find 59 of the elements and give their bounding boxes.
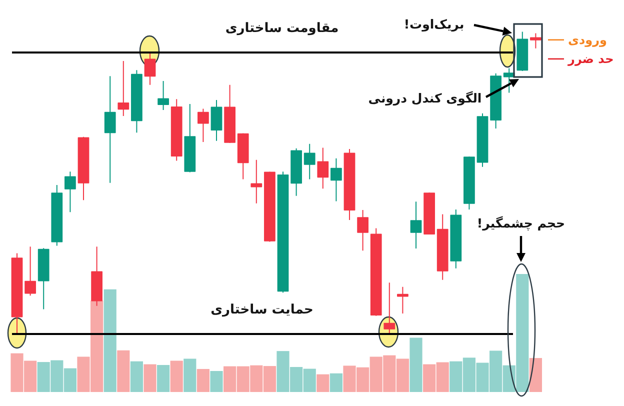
ref-line-label: حمایت ساختاری <box>210 302 314 318</box>
ref-line-label: حد ضرر <box>567 52 614 66</box>
candlestick <box>450 208 462 269</box>
ref-line-label: ورودی <box>568 32 607 47</box>
candlestick <box>370 228 382 316</box>
candlestick <box>503 68 515 94</box>
candlestick <box>184 103 196 173</box>
candlestick <box>410 201 422 249</box>
candlestick <box>397 286 408 314</box>
candlestick <box>436 214 448 280</box>
bar <box>330 373 342 392</box>
candlestick <box>516 31 528 72</box>
candlestick <box>144 51 156 86</box>
bar <box>196 368 210 392</box>
candlestick <box>357 210 368 252</box>
candlestick <box>78 136 90 201</box>
ref-line-label: مقاومت ساختاری <box>225 21 339 36</box>
candlestick <box>304 143 316 180</box>
candlestick <box>290 148 302 196</box>
annotation: الگوی کندل درونی <box>368 90 482 106</box>
candlestick <box>490 72 502 129</box>
candlestick <box>51 184 63 246</box>
text: بریک‌اوت! <box>404 16 464 32</box>
candlestick <box>158 80 169 110</box>
candlestick <box>118 60 130 117</box>
candlestick <box>424 192 435 236</box>
bar <box>170 360 183 392</box>
bar <box>184 358 196 392</box>
candlestick <box>384 282 396 334</box>
candlestick <box>530 32 542 49</box>
candlestick <box>11 252 23 334</box>
bar <box>130 361 143 392</box>
candlestick <box>170 98 182 162</box>
candlestick <box>104 76 116 184</box>
bar <box>210 371 223 392</box>
candlestick <box>38 248 50 310</box>
candlestick <box>330 158 342 202</box>
annotation: حجم چشمگیر! <box>476 216 566 232</box>
bar <box>144 364 156 392</box>
candlestick <box>264 171 276 242</box>
bar <box>529 358 542 392</box>
candlestick <box>464 156 475 210</box>
candlestick <box>24 246 36 296</box>
candlestick <box>277 171 289 294</box>
bar <box>104 289 116 392</box>
candlestick <box>210 100 222 142</box>
candlestick <box>476 112 488 168</box>
candlestick <box>198 108 209 143</box>
bar <box>117 350 130 392</box>
candlestick <box>64 171 76 213</box>
bar <box>157 364 170 392</box>
candlestick <box>317 147 329 190</box>
candlestick <box>250 159 262 204</box>
candlestick <box>344 148 356 221</box>
candlestick <box>224 84 236 144</box>
bar <box>410 338 422 392</box>
bar <box>316 374 330 392</box>
candlestick <box>237 132 249 180</box>
candlestick <box>131 70 142 134</box>
